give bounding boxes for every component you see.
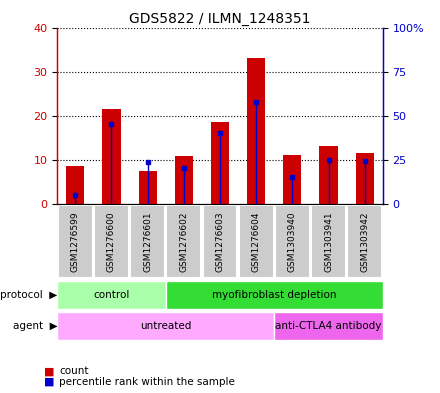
FancyBboxPatch shape <box>275 205 310 277</box>
Text: ■: ■ <box>44 366 55 376</box>
FancyBboxPatch shape <box>57 312 274 340</box>
FancyBboxPatch shape <box>94 205 129 277</box>
FancyBboxPatch shape <box>239 205 274 277</box>
Text: GSM1276599: GSM1276599 <box>71 211 80 272</box>
Text: GSM1276602: GSM1276602 <box>180 211 188 272</box>
Text: control: control <box>93 290 130 300</box>
Text: agent  ▶: agent ▶ <box>13 321 57 331</box>
Text: GSM1276604: GSM1276604 <box>252 211 260 272</box>
Text: percentile rank within the sample: percentile rank within the sample <box>59 377 235 387</box>
Bar <box>175 156 193 204</box>
Text: ■: ■ <box>44 377 55 387</box>
FancyBboxPatch shape <box>130 205 165 277</box>
Text: GSM1276601: GSM1276601 <box>143 211 152 272</box>
Text: GSM1276603: GSM1276603 <box>216 211 224 272</box>
FancyBboxPatch shape <box>58 205 93 277</box>
Bar <box>211 122 229 204</box>
Text: GSM1303941: GSM1303941 <box>324 211 333 272</box>
Text: myofibroblast depletion: myofibroblast depletion <box>212 290 337 300</box>
Text: untreated: untreated <box>140 321 191 331</box>
Bar <box>247 58 265 204</box>
Text: count: count <box>59 366 89 376</box>
Bar <box>103 109 121 204</box>
Text: GSM1303942: GSM1303942 <box>360 211 369 272</box>
Text: GSM1276600: GSM1276600 <box>107 211 116 272</box>
Text: anti-CTLA4 antibody: anti-CTLA4 antibody <box>275 321 382 331</box>
Bar <box>66 166 84 204</box>
FancyBboxPatch shape <box>203 205 237 277</box>
FancyBboxPatch shape <box>311 205 346 277</box>
Bar <box>319 146 337 204</box>
FancyBboxPatch shape <box>57 281 166 309</box>
Title: GDS5822 / ILMN_1248351: GDS5822 / ILMN_1248351 <box>129 13 311 26</box>
FancyBboxPatch shape <box>274 312 383 340</box>
Bar <box>356 153 374 204</box>
Bar <box>139 171 157 204</box>
FancyBboxPatch shape <box>166 205 201 277</box>
Bar <box>57 204 383 279</box>
FancyBboxPatch shape <box>347 205 382 277</box>
Bar <box>283 155 301 204</box>
FancyBboxPatch shape <box>166 281 383 309</box>
Text: GSM1303940: GSM1303940 <box>288 211 297 272</box>
Text: protocol  ▶: protocol ▶ <box>0 290 57 300</box>
